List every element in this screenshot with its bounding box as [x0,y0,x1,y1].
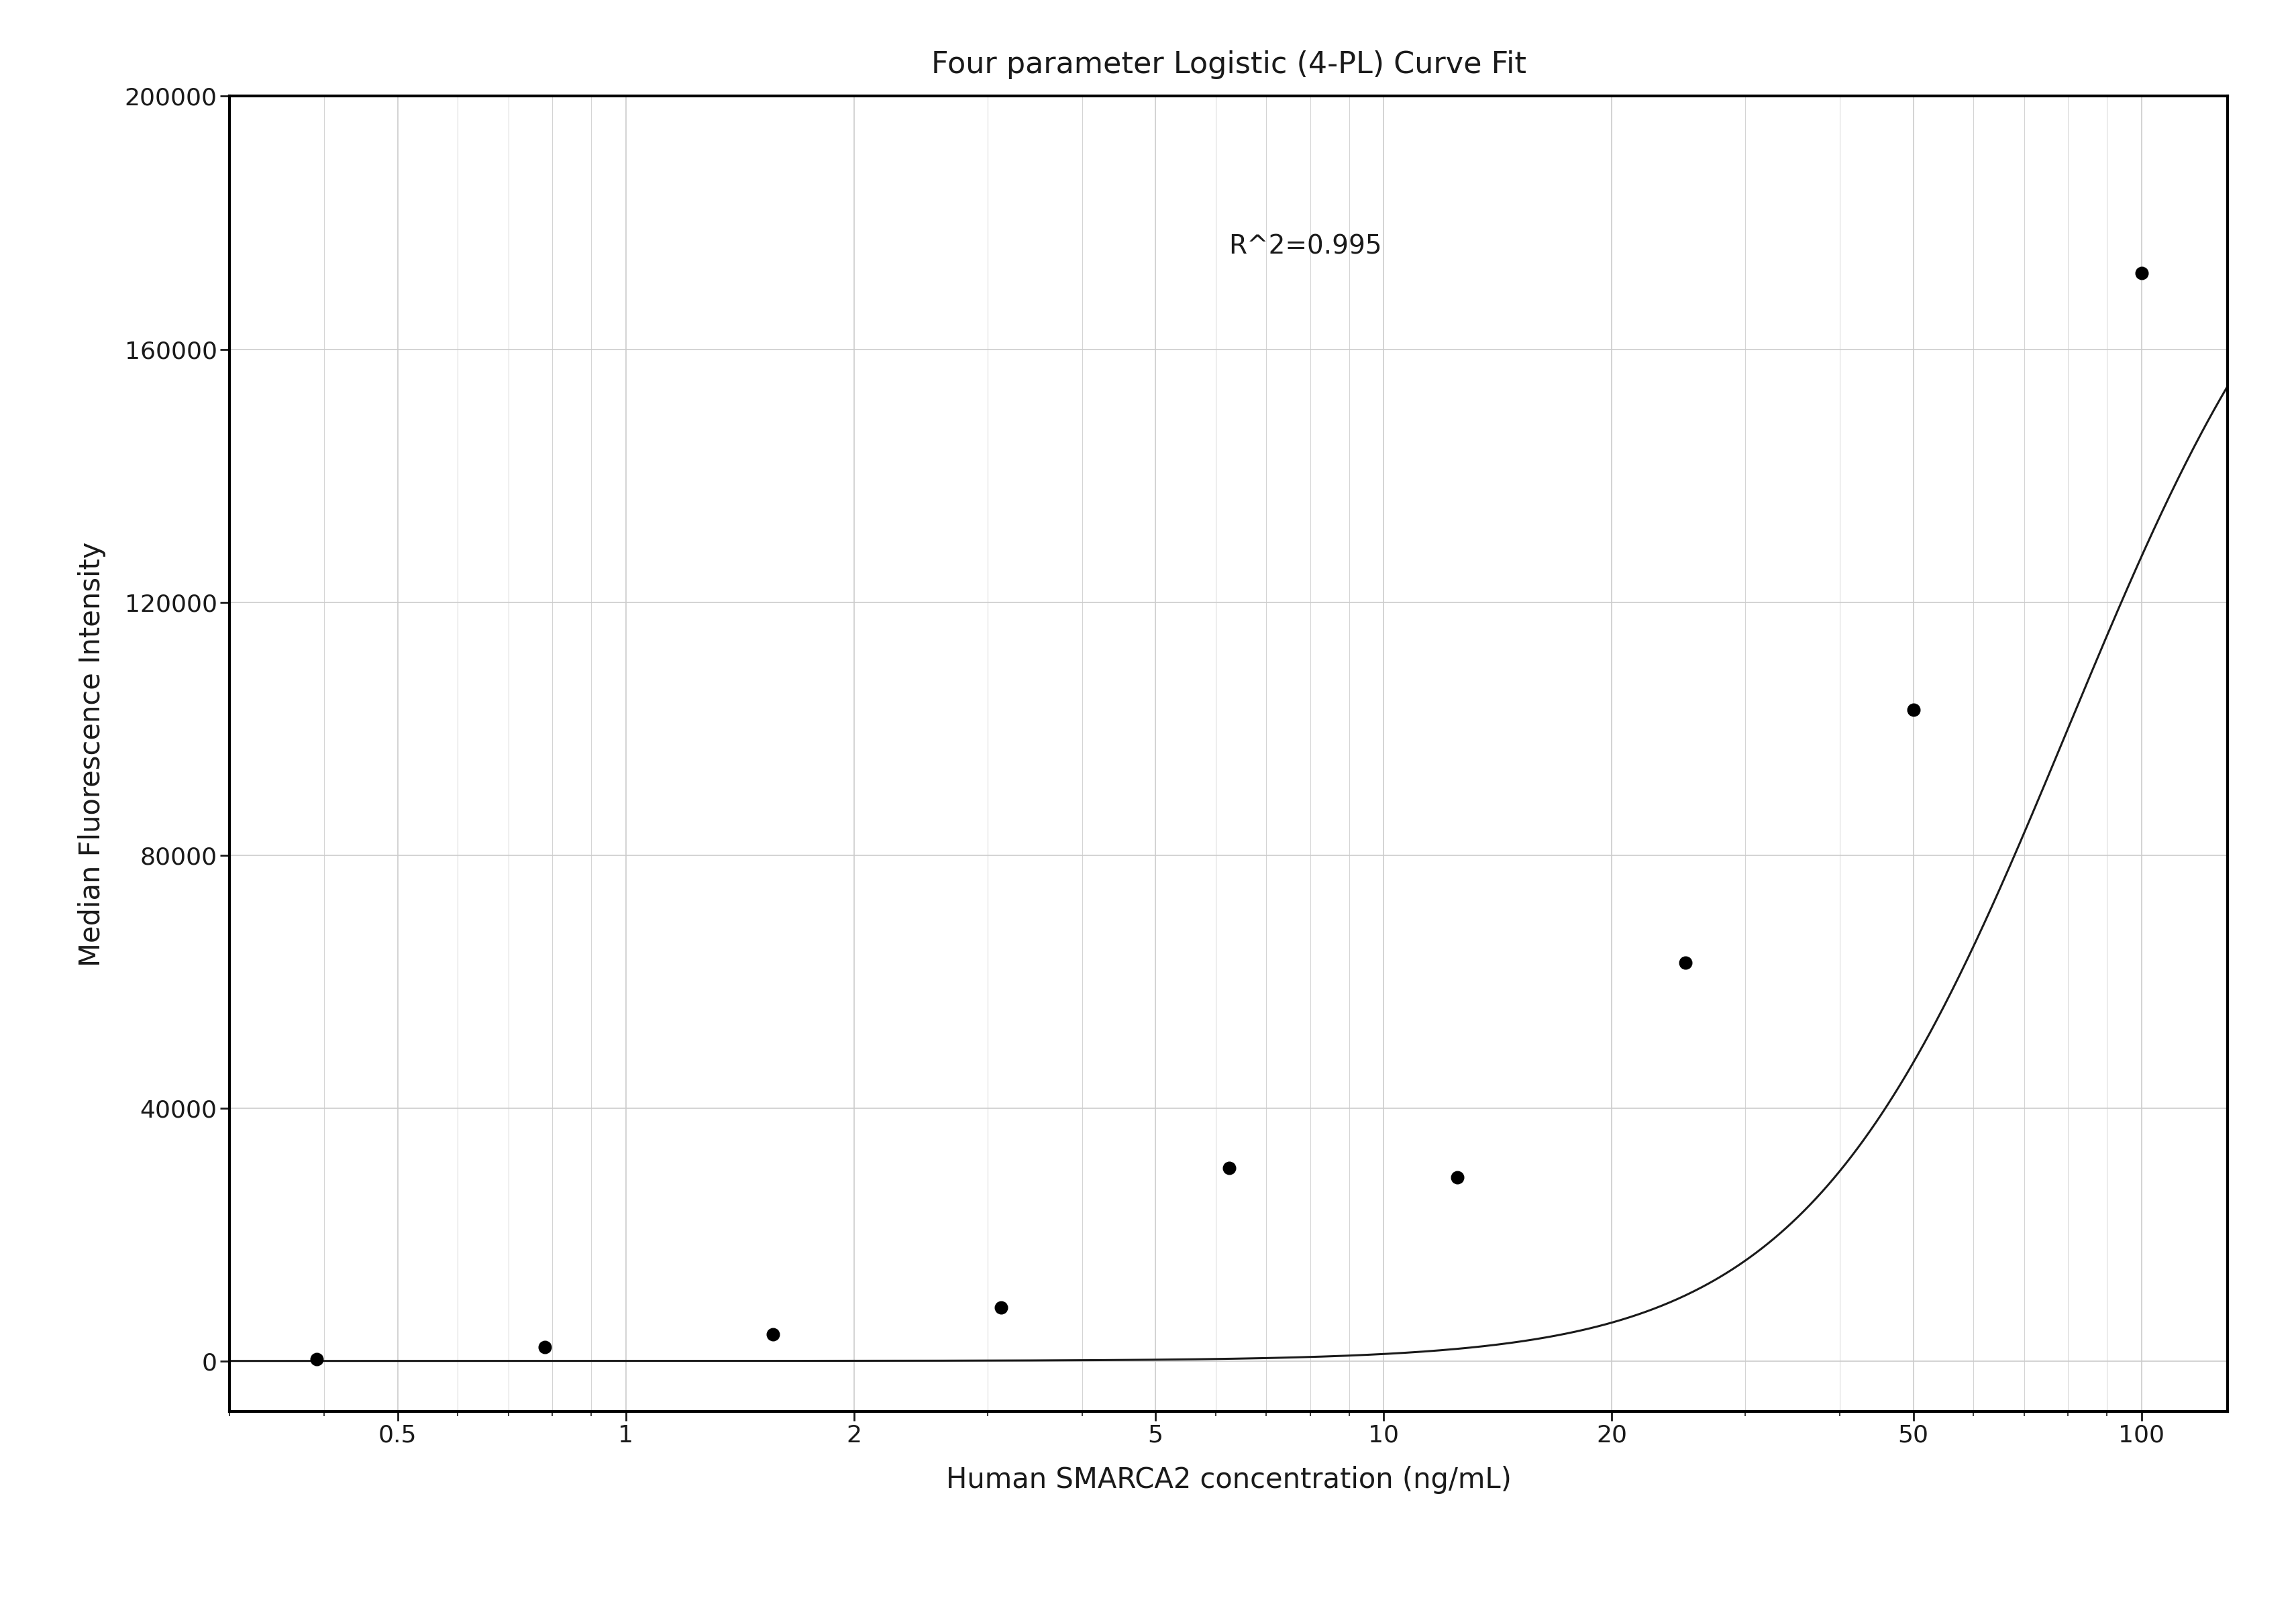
Point [1437,1165,1474,1190]
Point [298,1346,335,1371]
Point [2122,260,2158,286]
Point [983,1294,1019,1320]
X-axis label: Human SMARCA2 concentration (ng/mL): Human SMARCA2 concentration (ng/mL) [946,1466,1511,1493]
Text: R^2=0.995: R^2=0.995 [1228,234,1382,260]
Point [1667,950,1704,975]
Y-axis label: Median Fluorescence Intensity: Median Fluorescence Intensity [78,542,106,966]
Point [526,1335,563,1360]
Point [1210,1155,1247,1181]
Title: Four parameter Logistic (4-PL) Curve Fit: Four parameter Logistic (4-PL) Curve Fit [930,50,1527,79]
Point [755,1322,792,1347]
Point [1894,696,1931,722]
